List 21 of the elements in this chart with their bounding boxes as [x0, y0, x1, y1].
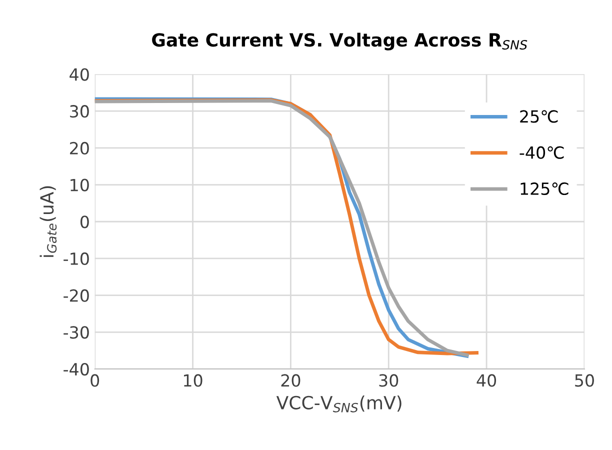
y-tick-label: -20 [64, 289, 89, 302]
legend-label: 125℃ [520, 182, 568, 196]
y-tick-label: 20 [70, 142, 89, 155]
y-tick-label: -40 [64, 362, 89, 376]
y-tick-label: -10 [64, 252, 89, 266]
y-tick-label: 10 [70, 178, 89, 192]
y-tick-label: -30 [64, 326, 89, 339]
x-tick-label: 50 [575, 374, 594, 387]
x-tick-label: 30 [379, 374, 398, 387]
x-axis-title: VCC-V$_{SNS}$(mV) [276, 396, 402, 412]
x-tick-label: 20 [281, 374, 300, 387]
y-axis-title: i$_{Gate}$(uA) [40, 186, 57, 257]
y-tick-label: 40 [70, 68, 89, 81]
legend-label: -40℃ [520, 146, 564, 159]
x-tick-label: 40 [476, 374, 496, 387]
y-tick-label: 30 [70, 105, 89, 118]
x-tick-label: 0 [90, 374, 100, 387]
chart-title: Gate Current VS. Voltage Across R$_{SNS}$ [152, 32, 528, 50]
legend-label: 25℃ [520, 110, 558, 123]
y-tick-label: 0 [80, 216, 89, 228]
x-tick-label: 10 [184, 374, 202, 387]
